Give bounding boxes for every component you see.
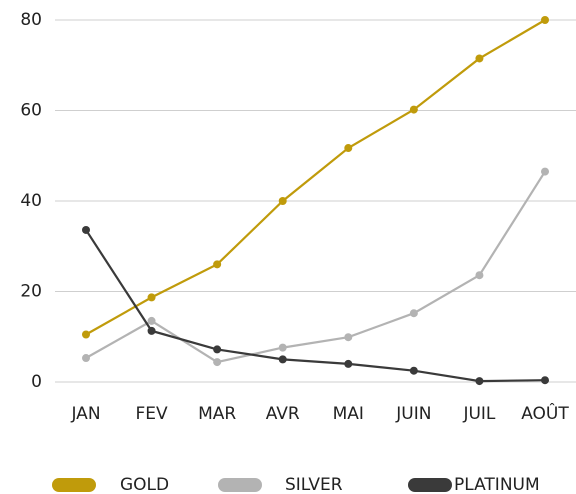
point (82, 354, 90, 363)
series-line (85, 170, 546, 364)
x-tick-label: JAN (70, 404, 100, 424)
legend-swatch (52, 478, 96, 492)
point (475, 271, 484, 280)
legend-label: GOLD (120, 475, 169, 494)
series-line (85, 19, 546, 336)
point (147, 326, 156, 335)
x-tick-label: MAI (333, 404, 364, 424)
legend-label: SILVER (285, 475, 343, 494)
point (409, 366, 418, 375)
series-line (85, 229, 546, 383)
point (278, 355, 287, 364)
point (213, 260, 222, 269)
x-tick-label: JUIL (462, 404, 495, 424)
point (541, 376, 549, 385)
point (409, 309, 418, 318)
x-tick-label: FEV (135, 404, 168, 424)
point (82, 330, 90, 339)
x-tick-label: JUIN (395, 404, 431, 424)
legend-label: PLATINUM (454, 475, 540, 494)
point (147, 293, 156, 302)
point (344, 333, 353, 342)
y-tick-label: 80 (20, 10, 42, 30)
point (147, 316, 156, 325)
point (475, 377, 484, 386)
legend-swatch (408, 478, 452, 492)
point (409, 105, 418, 114)
point (213, 345, 222, 354)
x-tick-label: MAR (198, 404, 236, 424)
point (82, 225, 90, 234)
point (278, 197, 287, 205)
y-tick-label: 0 (31, 372, 42, 392)
y-tick-label: 20 (20, 282, 42, 302)
point (344, 144, 353, 153)
point (213, 358, 222, 367)
y-tick-label: 40 (20, 191, 42, 211)
point (344, 359, 353, 368)
point (541, 167, 549, 176)
x-tick-label: AVR (266, 404, 300, 424)
legend-swatch (218, 478, 262, 492)
point (278, 343, 287, 352)
y-tick-label: 60 (20, 101, 42, 121)
point (541, 16, 549, 24)
x-tick-label: AOÛT (521, 402, 569, 424)
point (475, 54, 484, 63)
